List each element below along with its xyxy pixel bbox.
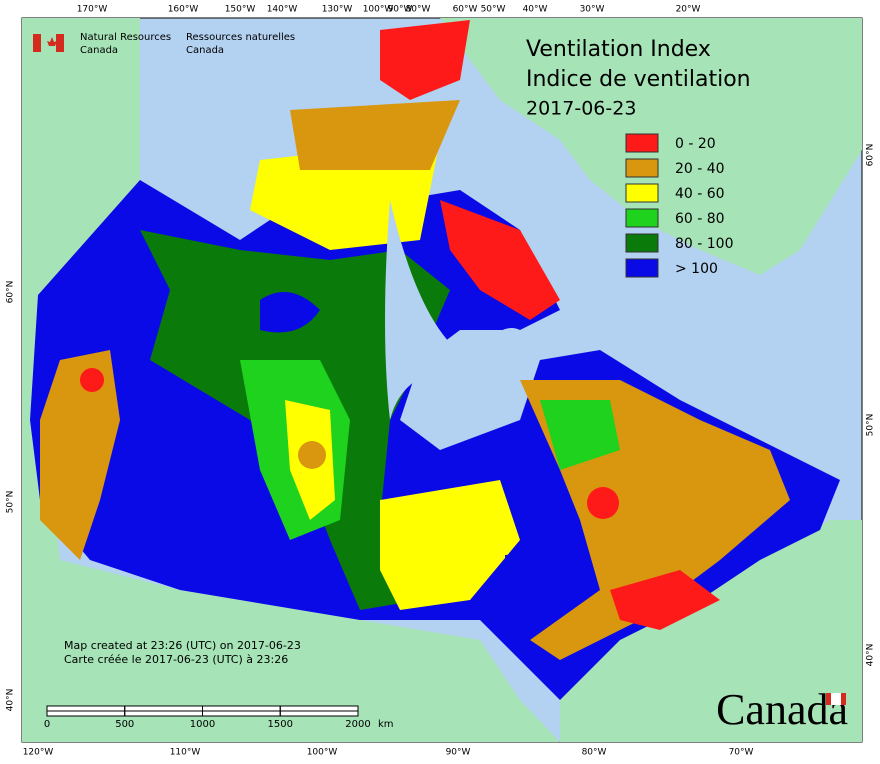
- lat-label: 50°N: [866, 414, 876, 437]
- lon-label: 120°W: [23, 748, 54, 758]
- legend-label: 40 - 60: [675, 186, 725, 202]
- agency-block: Natural Resources Canada Ressources natu…: [33, 32, 295, 56]
- scale-segment: [202, 710, 281, 717]
- lon-label: 160°W: [168, 5, 199, 15]
- scale-bar: 0 500 1000 1500 2000 km: [44, 705, 394, 730]
- flag-bar: [56, 34, 64, 52]
- zone-red: [80, 368, 104, 392]
- legend: 0 - 20 20 - 40 40 - 60 60 - 80 80 - 100 > 100: [625, 133, 734, 278]
- zone-orange: [298, 441, 326, 469]
- legend-label: 20 - 40: [675, 161, 725, 177]
- graticule: 170°W 160°W 150°W 140°W 130°W 100°W90°W80°W 60…: [6, 5, 876, 758]
- legend-swatch: [625, 208, 659, 228]
- lon-label: 150°W: [225, 5, 256, 15]
- lon-label: 100°W: [363, 5, 394, 15]
- zone-baffin: [440, 200, 560, 320]
- scale-segment: [124, 710, 203, 717]
- legend-swatch: [625, 133, 659, 153]
- legend-swatch: [625, 158, 659, 178]
- usa-east: [560, 520, 862, 742]
- usa: [22, 180, 560, 742]
- scale-label: 0: [44, 719, 50, 730]
- credit-en: Map created at 23:26 (UTC) on 2017-06-23: [64, 639, 301, 652]
- lon-label: 30°W: [580, 5, 605, 15]
- lat-label: 60°N: [6, 281, 16, 304]
- hudson-bay: [385, 200, 530, 420]
- lon-label: 50°W: [481, 5, 506, 15]
- credit-fr: Carte créée le 2017-06-23 (UTC) à 23:26: [64, 653, 288, 666]
- lon-label: 80°W: [582, 748, 607, 758]
- lat-label: 50°N: [6, 491, 16, 514]
- lon-label: 170°W: [77, 5, 108, 15]
- zone-ontario: [380, 480, 520, 610]
- scale-segment: [124, 705, 203, 712]
- flag-bar: [33, 34, 41, 52]
- legend-label: 0 - 20: [675, 136, 716, 152]
- scale-label: 1500: [268, 719, 293, 730]
- lon-label: 80°W: [406, 5, 431, 15]
- lon-label: 20°W: [676, 5, 701, 15]
- zone-red-se: [610, 570, 720, 630]
- zone-ellesmere: [380, 20, 470, 100]
- lon-label: 60°W: [453, 5, 478, 15]
- wordmark: Canada: [716, 685, 848, 734]
- zone-arctic-n: [290, 100, 460, 170]
- zone-red-q: [587, 487, 619, 519]
- scale-label: 2000: [345, 719, 370, 730]
- lat-label: 40°N: [866, 644, 876, 667]
- scale-segment: [46, 705, 126, 712]
- lon-label: 100°W: [307, 748, 338, 758]
- zone-quebec-green: [540, 400, 620, 470]
- agency-fr: Canada: [186, 45, 224, 56]
- agency-en: Natural Resources: [80, 32, 171, 43]
- scale-label: 1000: [190, 719, 215, 730]
- legend-label: 60 - 80: [675, 211, 725, 227]
- date: 2017-06-23: [526, 98, 636, 120]
- alaska: [22, 18, 140, 250]
- lon-label: 90°W: [388, 5, 413, 15]
- scale-label: 500: [115, 719, 134, 730]
- lon-label: 140°W: [267, 5, 298, 15]
- lake: [260, 292, 320, 333]
- agency-fr: Ressources naturelles: [186, 32, 295, 43]
- legend-label: > 100: [675, 261, 718, 277]
- legend-label: 80 - 100: [675, 236, 734, 252]
- lon-label: 70°W: [729, 748, 754, 758]
- legend-swatch: [625, 258, 659, 278]
- scale-unit: km: [378, 719, 394, 730]
- lat-label: 40°N: [6, 689, 16, 712]
- flag-leaf: [47, 37, 57, 46]
- agency-en: Canada: [80, 45, 118, 56]
- lon-label: 90°W: [446, 748, 471, 758]
- lon-label: 130°W: [322, 5, 353, 15]
- wordmark-flag: [831, 693, 841, 705]
- lat-label: 60°N: [866, 144, 876, 167]
- legend-swatch: [625, 233, 659, 253]
- scale-segment: [279, 705, 359, 712]
- title-fr: Indice de ventilation: [526, 67, 751, 92]
- lon-label: 40°W: [523, 5, 548, 15]
- legend-swatch: [625, 183, 659, 203]
- lon-label: 110°W: [170, 748, 201, 758]
- scale-segment: [202, 705, 281, 712]
- scale-segment: [279, 710, 359, 717]
- scale-segment: [46, 710, 126, 717]
- title: Ventilation Index: [526, 37, 711, 62]
- zone-west: [40, 350, 120, 560]
